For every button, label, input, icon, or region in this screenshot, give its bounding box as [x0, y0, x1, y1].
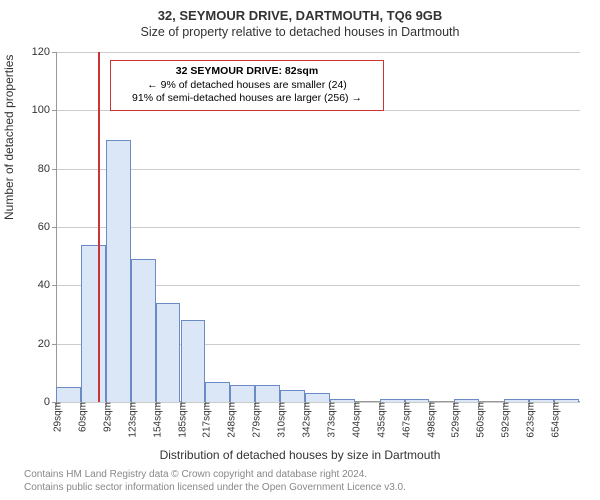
- x-tick-label: 467sqm: [397, 402, 412, 438]
- page-subtitle: Size of property relative to detached ho…: [0, 23, 600, 43]
- chart-plot-area: 02040608010012029sqm60sqm92sqm123sqm154s…: [56, 52, 580, 402]
- y-tick-label: 60: [38, 221, 56, 233]
- histogram-bar: [205, 382, 230, 402]
- x-tick-label: 123sqm: [123, 402, 138, 438]
- x-tick-label: 92sqm: [98, 402, 113, 432]
- annotation-box: 32 SEYMOUR DRIVE: 82sqm← 9% of detached …: [110, 60, 384, 111]
- histogram-bar: [280, 390, 305, 402]
- footer-line-2: Contains public sector information licen…: [24, 482, 406, 495]
- histogram-bar: [131, 259, 156, 402]
- x-tick-label: 154sqm: [148, 402, 163, 438]
- histogram-bar: [81, 245, 106, 403]
- histogram-bar: [106, 140, 131, 403]
- x-tick-label: 60sqm: [73, 402, 88, 432]
- gridline: [56, 227, 580, 228]
- histogram-bar: [56, 387, 81, 402]
- annotation-line-2: ← 9% of detached houses are smaller (24): [119, 79, 375, 93]
- y-tick-label: 40: [38, 279, 56, 291]
- gridline: [56, 169, 580, 170]
- annotation-line-3: 91% of semi-detached houses are larger (…: [119, 92, 375, 106]
- x-tick-label: 592sqm: [497, 402, 512, 438]
- footer-attribution: Contains HM Land Registry data © Crown c…: [24, 469, 406, 494]
- y-axis-line: [56, 52, 57, 402]
- histogram-bar: [230, 385, 255, 403]
- x-tick-label: 404sqm: [347, 402, 362, 438]
- x-tick-label: 498sqm: [422, 402, 437, 438]
- y-tick-label: 80: [38, 163, 56, 175]
- x-tick-label: 342sqm: [298, 402, 313, 438]
- x-tick-label: 248sqm: [223, 402, 238, 438]
- x-tick-label: 623sqm: [522, 402, 537, 438]
- x-tick-label: 29sqm: [49, 402, 64, 432]
- x-axis-label: Distribution of detached houses by size …: [0, 448, 600, 462]
- y-axis-label: Number of detached properties: [2, 55, 16, 220]
- gridline: [56, 52, 580, 53]
- x-tick-label: 310sqm: [273, 402, 288, 438]
- page-title: 32, SEYMOUR DRIVE, DARTMOUTH, TQ6 9GB: [0, 0, 600, 23]
- histogram-bar: [181, 320, 206, 402]
- x-tick-label: 435sqm: [372, 402, 387, 438]
- y-tick-label: 100: [32, 104, 56, 116]
- annotation-line-1: 32 SEYMOUR DRIVE: 82sqm: [119, 65, 375, 79]
- x-tick-label: 279sqm: [248, 402, 263, 438]
- x-tick-label: 560sqm: [472, 402, 487, 438]
- reference-line: [98, 52, 100, 402]
- x-tick-label: 373sqm: [322, 402, 337, 438]
- footer-line-1: Contains HM Land Registry data © Crown c…: [24, 469, 406, 482]
- x-tick-label: 185sqm: [173, 402, 188, 438]
- y-tick-label: 20: [38, 338, 56, 350]
- histogram-bar: [255, 385, 280, 403]
- x-tick-label: 654sqm: [547, 402, 562, 438]
- histogram-bar: [305, 393, 330, 402]
- x-tick-label: 529sqm: [447, 402, 462, 438]
- histogram-bar: [156, 303, 181, 402]
- x-tick-label: 217sqm: [198, 402, 213, 438]
- y-tick-label: 120: [32, 46, 56, 58]
